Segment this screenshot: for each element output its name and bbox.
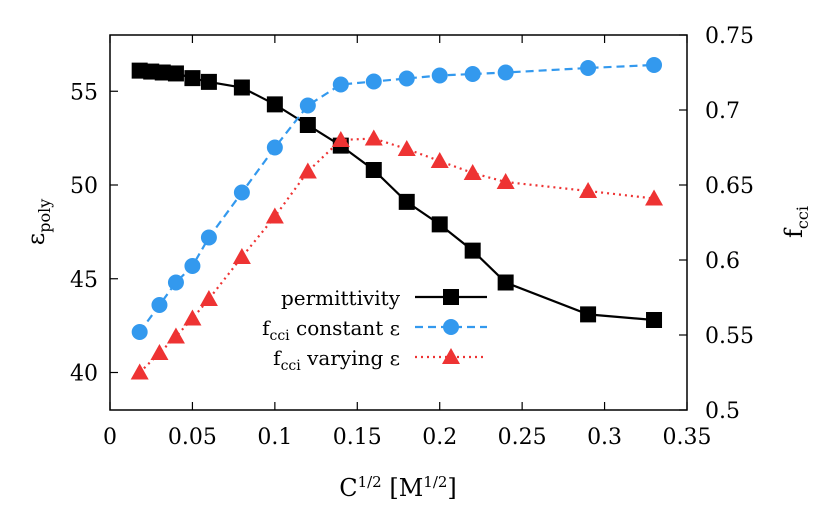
data-point-circle	[200, 229, 217, 246]
y-right-tick-label: 0.6	[705, 249, 740, 274]
y-left-tick-label: 45	[70, 268, 98, 293]
x-tick-label: 0.1	[257, 425, 292, 450]
data-point-square	[233, 79, 250, 96]
data-point-triangle	[430, 152, 449, 168]
series-layer	[130, 57, 664, 380]
series-line-2	[138, 137, 655, 374]
series-line-0	[139, 69, 655, 322]
x-tick-label: 0.15	[333, 425, 382, 450]
data-point-triangle	[463, 164, 482, 180]
x-tick-label: 0.35	[663, 425, 712, 450]
data-point-circle	[131, 324, 148, 340]
data-point-triangle	[364, 129, 383, 146]
y-left-tick-label: 55	[70, 80, 98, 105]
data-point-triangle	[645, 189, 664, 206]
data-point-circle	[365, 73, 382, 90]
data-point-square	[299, 117, 316, 133]
data-point-square	[200, 73, 217, 90]
data-point-circle	[266, 139, 283, 156]
x-tick-label: 0.25	[498, 425, 547, 450]
data-point-circle	[184, 258, 201, 274]
y-right-tick-label: 0.55	[705, 324, 754, 349]
y-right-tick-label: 0.65	[705, 174, 754, 199]
data-point-square	[646, 312, 663, 328]
data-point-circle	[497, 64, 514, 81]
legend-label-fcci-varying: fcci varying ε	[273, 346, 400, 374]
data-point-circle	[299, 97, 316, 114]
data-point-circle	[233, 184, 250, 201]
x-tick-label: 0.3	[587, 425, 622, 450]
y-right-tick-label: 0.5	[705, 399, 740, 424]
data-point-triangle	[265, 207, 284, 224]
legend-label-permittivity: permittivity	[281, 286, 401, 310]
data-point-triangle	[130, 363, 149, 380]
y-right-tick-label: 0.7	[705, 99, 740, 124]
data-point-circle	[398, 70, 415, 87]
data-point-square	[167, 65, 184, 82]
ticks: 0 0.05 0.1 0.15 0.2 0.25 0.3 0.35 40 45 50 55 0.5 0.5…	[70, 24, 754, 450]
data-point-triangle	[298, 162, 317, 179]
data-point-triangle	[579, 182, 598, 198]
y-left-tick-label: 50	[70, 174, 98, 199]
data-point-triangle	[331, 131, 350, 147]
data-point-square	[154, 64, 171, 81]
data-point-triangle	[496, 173, 515, 189]
legend-marker-fcci-constant	[443, 319, 459, 335]
data-point-square	[464, 242, 481, 259]
data-point-circle	[464, 66, 481, 82]
data-point-circle	[646, 57, 663, 73]
legend-marker-permittivity	[443, 289, 459, 305]
data-point-circle	[167, 274, 184, 291]
y-left-axis-label: εpoly	[22, 199, 54, 245]
series-line-1	[138, 63, 655, 333]
data-point-circle	[332, 76, 349, 93]
legend-label-fcci-constant: fcci constant ε	[262, 316, 400, 344]
data-point-circle	[151, 297, 168, 313]
data-point-square	[497, 274, 514, 291]
data-point-square	[184, 70, 201, 87]
x-tick-label: 0.05	[168, 425, 217, 450]
data-point-triangle	[183, 309, 202, 326]
legend: permittivity fcci constant ε fcci varyin…	[262, 286, 487, 374]
plot-frame	[109, 34, 688, 411]
data-point-square	[398, 193, 415, 210]
y-left-tick-label: 40	[70, 362, 98, 387]
x-axis-label: C1/2 [M1/2]	[339, 473, 457, 502]
data-point-triangle	[232, 248, 251, 264]
data-point-triangle	[166, 327, 185, 344]
data-point-circle	[431, 67, 448, 84]
data-point-square	[266, 96, 283, 113]
data-point-square	[580, 306, 597, 323]
data-point-triangle	[199, 290, 218, 306]
y-right-tick-label: 0.75	[705, 24, 754, 49]
x-tick-label: 0	[103, 425, 117, 450]
legend-marker-fcci-varying	[442, 348, 460, 364]
data-point-triangle	[397, 140, 416, 156]
data-point-circle	[580, 60, 597, 76]
data-point-triangle	[150, 344, 169, 360]
y-right-axis-label: fcci	[780, 206, 812, 238]
data-point-square	[431, 216, 448, 233]
x-tick-label: 0.2	[422, 425, 457, 450]
data-point-square	[365, 162, 382, 178]
